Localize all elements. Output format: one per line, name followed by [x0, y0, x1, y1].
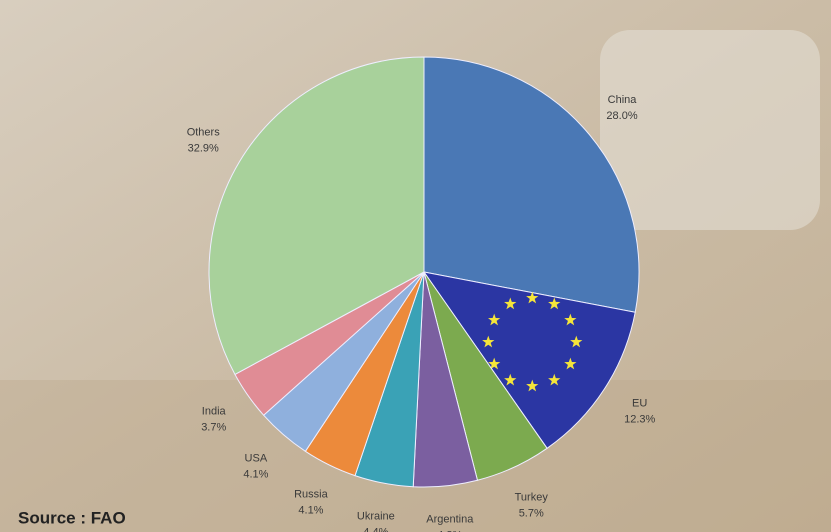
slice-value-label: 4.8% — [437, 530, 462, 532]
pie-slice — [423, 56, 640, 313]
pie-slice — [422, 271, 636, 449]
slice-value-label: 3.7% — [201, 422, 226, 434]
slice-label: Russia — [294, 489, 329, 501]
slice-label: Argentina — [426, 514, 474, 526]
slice-label: Turkey — [515, 491, 549, 503]
eu-star — [526, 291, 539, 304]
slice-value-label: 32.9% — [188, 142, 219, 154]
eu-star — [526, 379, 539, 392]
eu-star — [482, 335, 495, 348]
eu-star — [548, 297, 561, 310]
eu-star — [564, 313, 577, 326]
eu-star — [548, 373, 561, 386]
source-note: Source : FAO — [18, 508, 126, 527]
eu-star — [504, 297, 517, 310]
slice-label: Others — [187, 126, 221, 138]
slice-value-label: 4.1% — [298, 505, 323, 517]
pie — [208, 56, 640, 488]
eu-star — [564, 357, 577, 370]
slice-label: USA — [245, 452, 268, 464]
slice-value-label: 5.7% — [519, 507, 544, 519]
eu-star — [488, 357, 501, 370]
slice-value-label: 4.4% — [363, 526, 388, 532]
slice-label: China — [608, 94, 638, 106]
eu-star — [504, 373, 517, 386]
slice-value-label: 4.1% — [243, 468, 268, 480]
pie-slice — [208, 56, 425, 376]
slice-value-label: 28.0% — [606, 110, 637, 122]
background-shape — [600, 30, 820, 230]
eu-star — [488, 313, 501, 326]
slice-label: India — [202, 406, 227, 418]
slice-value-label: 12.3% — [624, 414, 655, 426]
eu-star — [570, 335, 583, 348]
slice-label: Ukraine — [357, 510, 395, 522]
slice-label: EU — [632, 398, 647, 410]
